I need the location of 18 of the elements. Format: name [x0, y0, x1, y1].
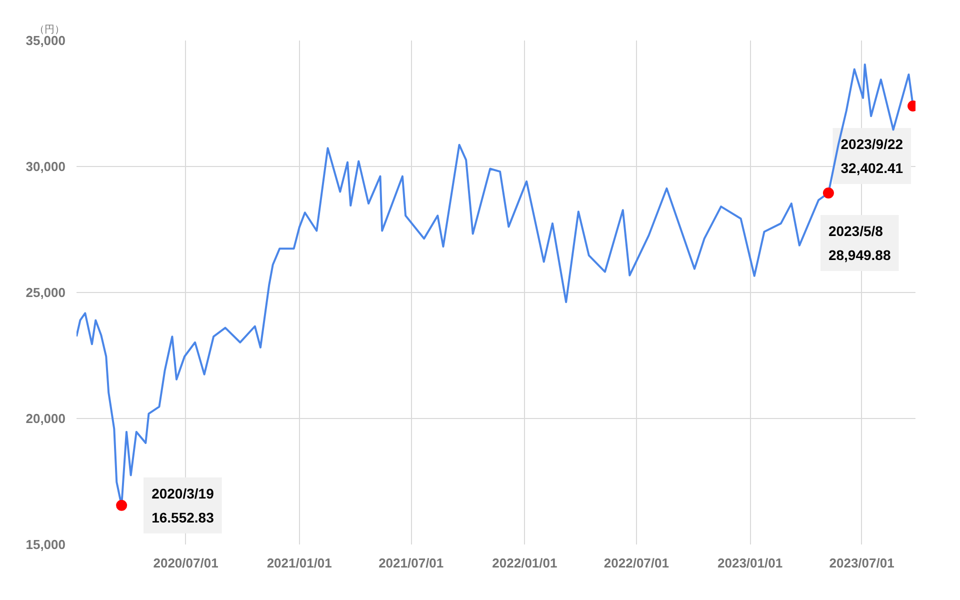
- y-axis-title: （円）: [34, 24, 64, 36]
- y-tick-label: 35,000: [26, 33, 66, 48]
- annotation: 2023/9/22 32,402.41: [840, 136, 904, 176]
- point: [822, 187, 834, 198]
- x-tick-label: 2023/01/01: [718, 556, 783, 570]
- y-tick-label: 30,000: [26, 159, 66, 174]
- x-tick-label: 2020/07/01: [153, 556, 218, 570]
- x-tick-label: 2023/07/01: [829, 556, 894, 570]
- x-tick-label: 2021/07/01: [378, 556, 444, 570]
- y-tick-label: 20,000: [26, 411, 66, 426]
- x-tick-label: 2022/07/01: [604, 556, 669, 570]
- y-tick-label: 25,000: [26, 285, 66, 300]
- annotation: 2020/3/19 16.552.83: [152, 485, 214, 526]
- x-tick-label: 2021/01/01: [266, 556, 332, 570]
- x-tick-label: 2022/01/01: [492, 556, 558, 570]
- annotation: 2023/5/8 28,949.88: [828, 222, 891, 263]
- y-tick-label: 15,000: [26, 537, 66, 552]
- point: [116, 500, 128, 511]
